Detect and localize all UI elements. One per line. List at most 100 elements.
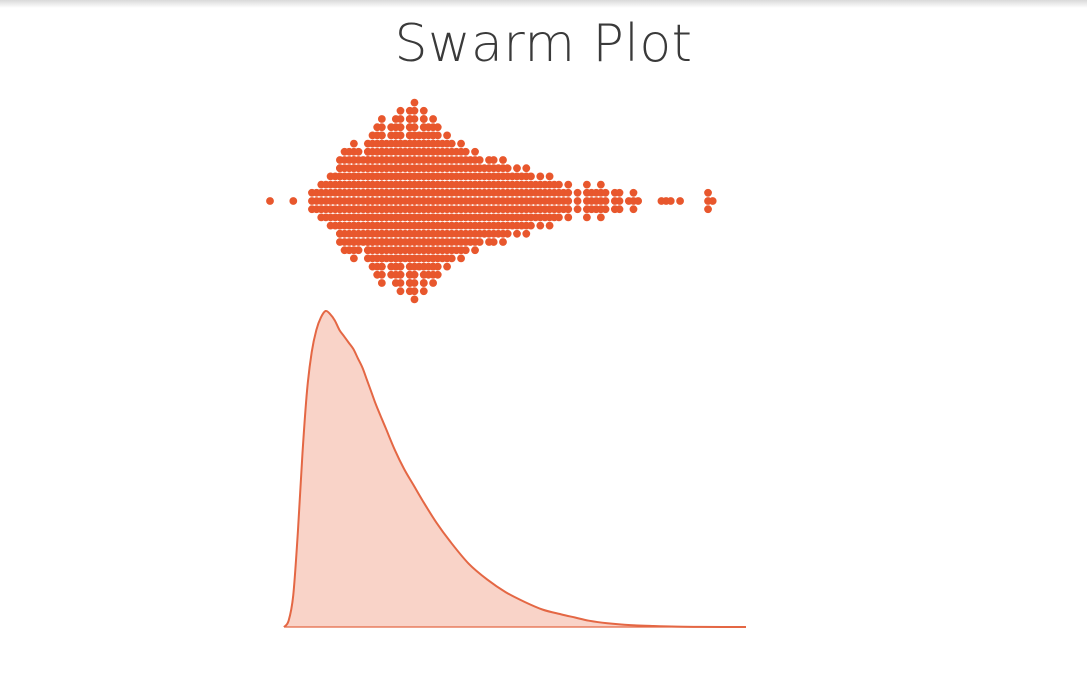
swarm-point	[377, 262, 386, 271]
swarm-layer	[266, 98, 717, 304]
swarm-point	[475, 156, 484, 164]
swarm-point	[349, 254, 358, 263]
swarm-point	[419, 115, 428, 123]
swarm-point	[429, 279, 437, 287]
swarm-point	[377, 279, 386, 287]
swarm-point	[354, 147, 363, 156]
swarm-point	[410, 106, 419, 115]
swarm-point	[555, 180, 563, 189]
swarm-point	[564, 197, 573, 205]
swarm-point	[596, 180, 605, 189]
swarm-point	[564, 188, 573, 197]
swarm-point	[410, 123, 419, 132]
swarm-point	[396, 262, 405, 271]
swarm-point	[354, 246, 363, 255]
swarm-point	[377, 115, 386, 123]
swarm-point	[377, 270, 386, 279]
top-edge-shadow	[0, 0, 1087, 8]
swarm-point	[536, 221, 545, 230]
swarm-point	[396, 287, 405, 296]
swarm-point	[410, 279, 419, 287]
swarm-point	[615, 205, 624, 214]
swarm-point	[513, 164, 521, 173]
swarm-point	[503, 229, 512, 238]
swarm-point	[596, 213, 605, 222]
swarm-point	[489, 156, 498, 164]
swarm-point	[396, 123, 405, 132]
swarm-point	[443, 262, 451, 271]
swarm-point	[527, 221, 535, 230]
swarm-point	[601, 205, 610, 214]
swarm-point	[629, 188, 638, 197]
swarm-point	[410, 295, 419, 304]
swarm-point	[349, 139, 358, 148]
swarm-point	[555, 213, 563, 222]
swarm-point	[433, 270, 442, 279]
swarm-point	[666, 197, 675, 205]
swarm-point	[433, 131, 442, 140]
swarm-point	[499, 238, 507, 246]
swarm-point	[601, 197, 610, 205]
swarm-point	[499, 156, 507, 164]
swarm-point	[410, 115, 419, 123]
swarm-point	[527, 172, 535, 181]
swarm-point	[266, 197, 274, 205]
swarm-point	[573, 188, 582, 197]
swarm-point	[443, 131, 451, 140]
swarm-point	[704, 188, 712, 197]
swarm-point	[704, 205, 712, 214]
swarm-point	[410, 270, 419, 279]
swarm-point	[601, 188, 610, 197]
swarm-point	[447, 139, 456, 148]
swarm-point	[433, 262, 442, 271]
swarm-point	[410, 287, 419, 296]
swarm-point	[522, 164, 531, 173]
swarm-point	[573, 197, 582, 205]
swarm-point	[503, 164, 512, 173]
swarm-point	[471, 246, 479, 255]
swarm-point	[396, 106, 405, 115]
swarm-point	[536, 172, 545, 181]
swarm-point	[396, 279, 405, 287]
swarm-point	[708, 197, 717, 205]
swarm-point	[457, 139, 465, 148]
swarm-point	[564, 213, 573, 222]
swarm-point	[545, 221, 554, 230]
swarm-point	[522, 229, 531, 238]
swarm-point	[471, 147, 479, 156]
kde-curve-line	[283, 309, 747, 628]
swarm-point	[396, 115, 405, 123]
swarm-point	[564, 180, 573, 189]
swarm-point	[634, 197, 643, 205]
swarm-point	[419, 287, 428, 296]
swarm-point	[582, 180, 591, 189]
kde-layer	[283, 309, 747, 628]
swarm-point	[447, 254, 456, 263]
swarm-point	[433, 123, 442, 132]
swarm-point	[615, 197, 624, 205]
swarm-point	[582, 213, 591, 222]
swarm-point	[489, 238, 498, 246]
swarm-point	[377, 123, 386, 132]
swarm-point	[410, 98, 419, 107]
swarm-point	[396, 270, 405, 279]
swarm-point	[377, 131, 386, 140]
swarm-point	[396, 131, 405, 140]
kde-area-fill	[284, 310, 746, 627]
swarm-point	[676, 197, 684, 205]
swarm-point	[461, 147, 470, 156]
swarm-point	[419, 106, 428, 115]
swarm-point	[573, 205, 582, 214]
swarm-point	[289, 197, 298, 205]
swarm-point	[513, 229, 521, 238]
swarm-point	[419, 279, 428, 287]
slide-title: Swarm Plot	[394, 14, 693, 74]
swarm-point	[475, 238, 484, 246]
swarm-point	[429, 115, 437, 123]
swarm-point	[564, 205, 573, 214]
swarm-point	[615, 188, 624, 197]
swarm-point	[457, 254, 465, 263]
swarm-point	[461, 246, 470, 255]
swarm-point	[545, 172, 554, 181]
